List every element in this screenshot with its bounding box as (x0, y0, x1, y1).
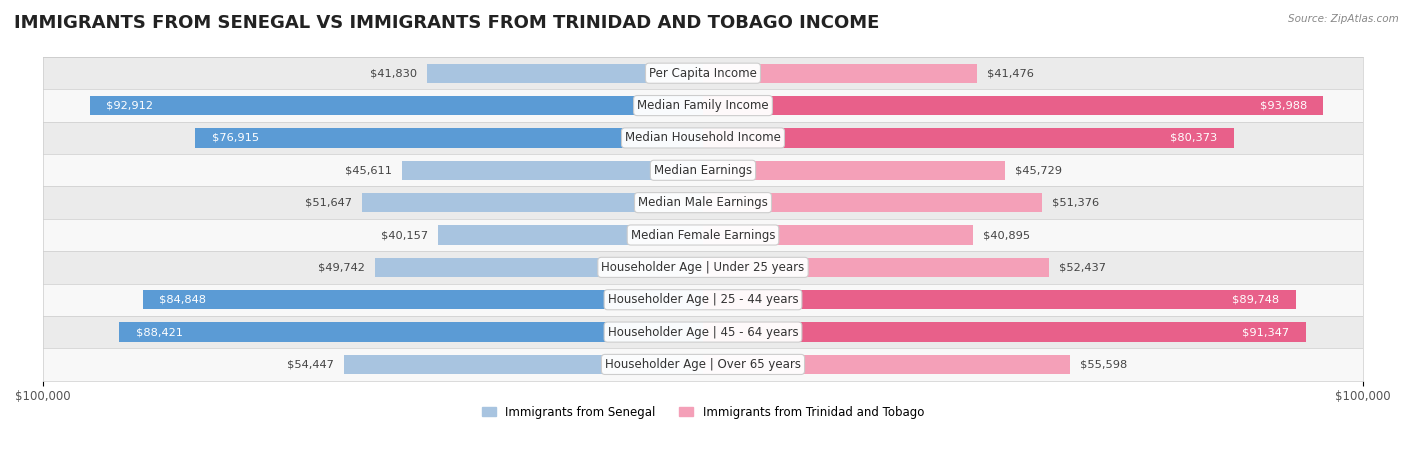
Text: Median Earnings: Median Earnings (654, 164, 752, 177)
Bar (374, 258, 703, 277)
Text: $51,376: $51,376 (1052, 198, 1099, 208)
Text: $49,742: $49,742 (318, 262, 364, 272)
Bar (437, 225, 703, 245)
Bar (42, 316, 1364, 348)
Bar (703, 128, 1233, 148)
Text: IMMIGRANTS FROM SENEGAL VS IMMIGRANTS FROM TRINIDAD AND TOBAGO INCOME: IMMIGRANTS FROM SENEGAL VS IMMIGRANTS FR… (14, 14, 879, 32)
Text: $93,988: $93,988 (1260, 100, 1308, 111)
Bar (42, 122, 1364, 154)
Text: $91,347: $91,347 (1243, 327, 1289, 337)
Text: $41,830: $41,830 (370, 68, 418, 78)
Text: $52,437: $52,437 (1059, 262, 1107, 272)
Text: $51,647: $51,647 (305, 198, 352, 208)
Bar (42, 89, 1364, 122)
Bar (42, 186, 1364, 219)
Bar (90, 96, 703, 115)
Text: $54,447: $54,447 (287, 360, 333, 369)
Bar (195, 128, 703, 148)
Bar (703, 96, 1323, 115)
Bar (703, 64, 977, 83)
Bar (42, 348, 1364, 381)
Text: $40,895: $40,895 (983, 230, 1031, 240)
Bar (703, 322, 1306, 342)
Bar (703, 258, 1049, 277)
Text: Median Male Earnings: Median Male Earnings (638, 196, 768, 209)
Text: $89,748: $89,748 (1232, 295, 1279, 305)
Bar (361, 193, 703, 212)
Bar (42, 219, 1364, 251)
Bar (703, 193, 1042, 212)
Text: $76,915: $76,915 (212, 133, 259, 143)
Bar (120, 322, 703, 342)
Legend: Immigrants from Senegal, Immigrants from Trinidad and Tobago: Immigrants from Senegal, Immigrants from… (477, 401, 929, 423)
Bar (42, 154, 1364, 186)
Bar (143, 290, 703, 310)
Text: $80,373: $80,373 (1170, 133, 1218, 143)
Text: $88,421: $88,421 (136, 327, 183, 337)
Text: Householder Age | Over 65 years: Householder Age | Over 65 years (605, 358, 801, 371)
Bar (343, 355, 703, 374)
Text: Householder Age | 45 - 64 years: Householder Age | 45 - 64 years (607, 325, 799, 339)
Text: $45,729: $45,729 (1015, 165, 1062, 175)
Text: Householder Age | Under 25 years: Householder Age | Under 25 years (602, 261, 804, 274)
Text: $92,912: $92,912 (105, 100, 153, 111)
Bar (703, 225, 973, 245)
Text: Median Household Income: Median Household Income (626, 131, 780, 144)
Text: $40,157: $40,157 (381, 230, 427, 240)
Text: Median Female Earnings: Median Female Earnings (631, 228, 775, 241)
Text: Per Capita Income: Per Capita Income (650, 67, 756, 80)
Bar (703, 290, 1295, 310)
Bar (42, 57, 1364, 89)
Bar (703, 355, 1070, 374)
Text: $55,598: $55,598 (1080, 360, 1128, 369)
Bar (703, 161, 1005, 180)
Text: Source: ZipAtlas.com: Source: ZipAtlas.com (1288, 14, 1399, 24)
Bar (42, 283, 1364, 316)
Text: $41,476: $41,476 (987, 68, 1033, 78)
Text: $84,848: $84,848 (159, 295, 207, 305)
Text: Householder Age | 25 - 44 years: Householder Age | 25 - 44 years (607, 293, 799, 306)
Bar (42, 251, 1364, 283)
Text: Median Family Income: Median Family Income (637, 99, 769, 112)
Bar (427, 64, 703, 83)
Text: $45,611: $45,611 (344, 165, 392, 175)
Bar (402, 161, 703, 180)
